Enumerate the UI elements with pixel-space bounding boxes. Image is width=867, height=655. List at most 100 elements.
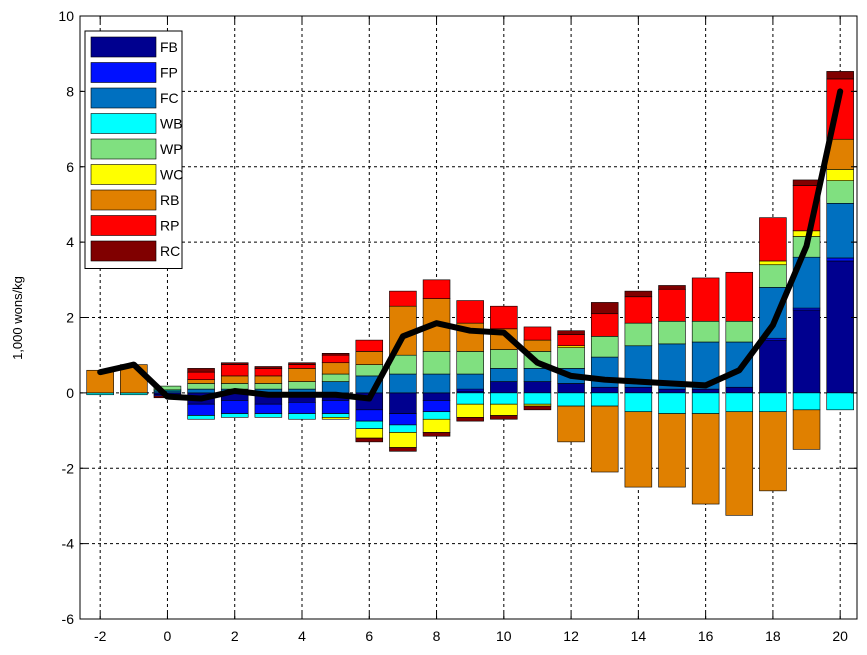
bar-rp — [456, 300, 484, 324]
x-tick-label: 12 — [563, 628, 579, 644]
bar-wc — [355, 428, 384, 439]
bar-rp — [422, 279, 451, 299]
bar-rp — [691, 277, 720, 322]
bar-wb — [523, 392, 552, 405]
bar-rp — [389, 290, 417, 307]
bar-wb — [490, 392, 518, 405]
legend-swatch-fb — [90, 36, 157, 58]
bar-fb — [624, 386, 653, 394]
bar-wb — [456, 392, 484, 405]
legend-label-rb: RB — [160, 192, 179, 208]
ticks-layer: -2 0 2 4 6 8 10 12 14 16 18 20 -6 -4 -2 0 2 4 6 8 10 — [58, 8, 857, 644]
y-tick-label: 2 — [66, 310, 74, 326]
legend-label-fb: FB — [160, 39, 178, 55]
bar-fb — [422, 392, 451, 401]
bar-rb — [590, 405, 619, 473]
bar-fb — [826, 260, 854, 394]
x-tick-label: 0 — [164, 628, 172, 644]
bar-rp — [590, 313, 619, 337]
legend-swatch-rp — [90, 215, 157, 236]
bar-rc — [355, 437, 384, 443]
bar-rb — [220, 375, 249, 384]
legend-swatch-rb — [90, 189, 157, 211]
bar-rb — [691, 413, 720, 505]
x-tick-label: -2 — [94, 628, 107, 644]
bar-wp — [153, 385, 182, 391]
legend-label-rp: RP — [160, 218, 179, 234]
bar-rb — [624, 411, 653, 488]
bar-rc — [321, 353, 350, 356]
y-tick-label: 8 — [66, 83, 74, 99]
bar-rb — [792, 409, 821, 450]
bar-rc — [590, 302, 619, 315]
bar-wc — [389, 432, 417, 448]
bar-rc — [490, 415, 518, 420]
bar-fb — [658, 388, 686, 394]
bar-fc — [321, 381, 350, 394]
bar-fc — [523, 368, 552, 382]
x-tick-label: 4 — [298, 628, 306, 644]
bar-wb — [658, 392, 686, 414]
bar-rc — [792, 179, 821, 186]
bar-rp — [321, 354, 350, 364]
bar-wp — [254, 383, 283, 390]
legend: FB FP FC WB WP WC RB RP RC — [84, 30, 183, 269]
bar-fb — [389, 392, 417, 414]
y-tick-label: 0 — [66, 385, 74, 401]
bar-wc — [456, 403, 484, 418]
bar-wc — [422, 418, 451, 433]
bar-wp — [422, 351, 451, 375]
bar-wp — [658, 320, 686, 345]
bar-fp — [321, 400, 350, 414]
bar-wp — [456, 351, 484, 375]
x-tick-label: 8 — [433, 628, 441, 644]
bar-wb — [355, 420, 384, 429]
bar-fb — [590, 386, 619, 394]
legend-swatch-fp — [90, 62, 157, 83]
bar-wc — [490, 403, 518, 416]
bar-rb — [254, 375, 283, 384]
legend-label-wc: WC — [160, 167, 183, 183]
bar-rc — [220, 362, 249, 365]
bar-rb — [725, 411, 754, 516]
bar-wb — [624, 392, 653, 413]
bar-rb — [557, 405, 585, 443]
bar-rc — [288, 362, 316, 365]
legend-swatch-fc — [90, 87, 157, 109]
bar-rc — [557, 330, 585, 335]
total-line — [97, 88, 844, 402]
legend-label-fp: FP — [160, 65, 178, 81]
bar-fb — [557, 383, 585, 394]
bar-fb — [490, 381, 518, 394]
legend-swatch-wp — [90, 138, 157, 160]
bar-rc — [389, 447, 417, 452]
bar-wp — [590, 336, 619, 358]
bar-fc — [389, 373, 417, 394]
bar-rb — [321, 362, 350, 375]
bar-wp — [725, 320, 754, 343]
line-layer — [97, 88, 844, 402]
bar-wb — [220, 413, 249, 418]
bar-fb — [792, 309, 821, 394]
bar-wb — [826, 392, 854, 411]
x-tick-label: 6 — [365, 628, 373, 644]
bar-fp — [422, 400, 451, 413]
bar-rp — [624, 296, 653, 324]
bar-rb — [288, 368, 316, 382]
bar-wp — [490, 349, 518, 369]
y-tick-label: 4 — [66, 234, 74, 250]
bar-rb — [355, 351, 384, 365]
legend-label-fc: FC — [160, 90, 179, 106]
bar-wb — [557, 392, 585, 407]
bar-fp — [355, 409, 384, 422]
bar-fp — [826, 257, 854, 262]
bar-wp — [826, 180, 854, 204]
bar-fb — [523, 381, 552, 394]
bar-rc — [254, 366, 283, 369]
bar-rp — [254, 368, 283, 377]
bar-wp — [355, 364, 384, 377]
bar-rb — [187, 379, 215, 384]
bar-fc — [187, 388, 215, 394]
y-tick-label: 6 — [66, 159, 74, 175]
